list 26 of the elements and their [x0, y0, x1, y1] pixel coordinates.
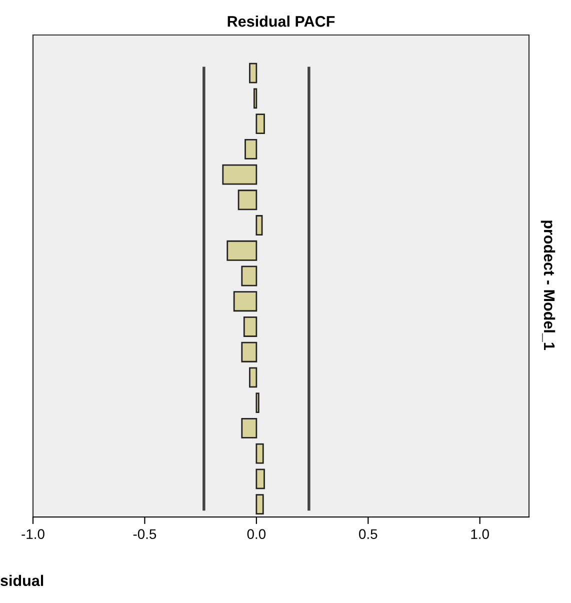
bar [256, 392, 260, 414]
bar [241, 418, 258, 438]
x-tick-label: 0.0 [247, 529, 266, 540]
bar [256, 494, 264, 515]
x-axis-title: sidual [0, 574, 44, 586]
x-tick-label: -0.5 [133, 529, 156, 540]
bar [233, 291, 258, 312]
bar [256, 114, 265, 134]
x-tick-label: 0.5 [359, 529, 378, 540]
bar [244, 138, 258, 160]
bar [256, 215, 263, 236]
bar [222, 164, 258, 185]
bar [241, 342, 258, 362]
bar [243, 316, 258, 337]
bar [249, 62, 258, 84]
bar [226, 240, 258, 261]
bar [256, 443, 264, 464]
bar [249, 367, 258, 388]
chart-title: Residual PACF [228, 16, 335, 27]
bar [241, 266, 258, 286]
bar [238, 190, 258, 210]
bar [253, 88, 258, 109]
x-tick-label: 1.0 [471, 529, 489, 540]
text: prodect - Model_1 [540, 220, 556, 350]
bar [256, 468, 265, 490]
x-tick-label: -1.0 [22, 529, 44, 540]
